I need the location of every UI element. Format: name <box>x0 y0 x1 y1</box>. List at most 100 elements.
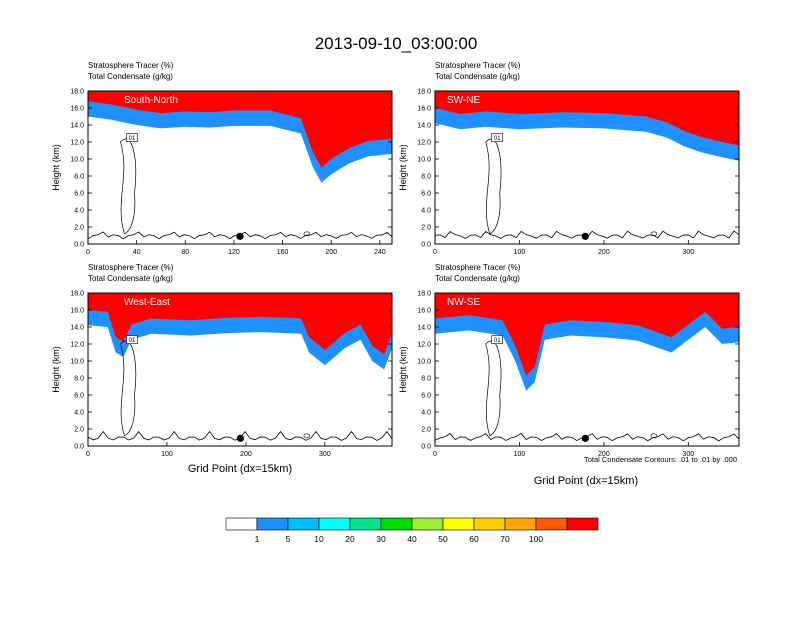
y-tick-label: 10.0 <box>70 359 84 366</box>
x-tick-label: 0 <box>433 451 437 458</box>
y-tick-label: 10.0 <box>70 157 84 164</box>
field-label-condensate: Total Condensate (g/kg) <box>435 72 520 81</box>
colorbar-label: 30 <box>376 534 386 544</box>
colorbar-label: 1 <box>255 534 260 544</box>
y-tick-label: 2.0 <box>74 427 84 434</box>
condensate-contour <box>485 340 502 437</box>
field-label-tracer: Stratosphere Tracer (%) <box>88 61 174 70</box>
tracer-band-top <box>435 293 739 376</box>
y-tick-label: 8.0 <box>74 174 84 181</box>
y-tick-label: 6.0 <box>74 393 84 400</box>
x-axis-label-left: Grid Point (dx=15km) <box>188 463 292 475</box>
panel-west-east: 01 0.0 2.0 4.0 6.0 8.0 10.0 12.0 14.0 16.0 18.0 0 10… <box>51 263 393 458</box>
y-tick-label: 12.0 <box>70 140 84 147</box>
x-tick-label: 0 <box>86 249 90 256</box>
y-tick-label: 2.0 <box>421 427 431 434</box>
colorbar-label: 40 <box>407 534 417 544</box>
field-label-tracer: Stratosphere Tracer (%) <box>88 263 174 272</box>
x-tick-label: 40 <box>133 249 141 256</box>
y-tick-label: 4.0 <box>421 410 431 417</box>
y-tick-label: 2.0 <box>74 225 84 232</box>
colorbar-label: 100 <box>529 534 543 544</box>
colorbar-swatch <box>535 517 568 531</box>
colorbar-swatch <box>318 517 351 531</box>
field-label-condensate: Total Condensate (g/kg) <box>88 274 173 283</box>
x-tick-label: 200 <box>598 249 610 256</box>
field-label-condensate: Total Condensate (g/kg) <box>435 274 520 283</box>
y-tick-label: 14.0 <box>70 123 84 130</box>
condensate-contour <box>120 340 137 437</box>
panel-title: NW-SE <box>447 297 480 308</box>
y-axis-label: Height (km) <box>398 346 408 393</box>
colorbar-swatch <box>566 517 599 531</box>
y-tick-label: 18.0 <box>417 291 431 298</box>
y-tick-label: 16.0 <box>417 308 431 315</box>
y-tick-label: 8.0 <box>74 376 84 383</box>
tracer-band-top <box>88 293 392 355</box>
x-tick-label: 160 <box>277 249 289 256</box>
contour-label-box <box>126 335 138 344</box>
y-tick-label: 12.0 <box>70 342 84 349</box>
colorbar-label: 50 <box>438 534 448 544</box>
panel-title: SW-NE <box>447 95 480 106</box>
y-tick-label: 0.0 <box>74 444 84 451</box>
colorbar-swatch <box>473 517 506 531</box>
y-tick-label: 10.0 <box>417 359 431 366</box>
colorbar-swatch <box>442 517 475 531</box>
colorbar-swatch <box>225 517 258 531</box>
plot-frame <box>434 292 740 447</box>
location-marker <box>581 434 589 442</box>
x-tick-label: 100 <box>514 249 526 256</box>
plot-frame <box>87 90 393 245</box>
x-tick-label: 300 <box>682 249 694 256</box>
x-tick-label: 300 <box>682 451 694 458</box>
y-tick-label: 18.0 <box>70 89 84 96</box>
colorbar-label: 60 <box>469 534 479 544</box>
x-tick-label: 240 <box>374 249 386 256</box>
field-label-condensate: Total Condensate (g/kg) <box>88 72 173 81</box>
x-tick-label: 100 <box>514 451 526 458</box>
y-tick-label: 8.0 <box>421 174 431 181</box>
contour-label-box <box>126 133 138 142</box>
figure-title: 2013-09-10_03:00:00 <box>315 34 478 53</box>
panel-title: West-East <box>124 297 170 308</box>
y-tick-label: 10.0 <box>417 157 431 164</box>
y-tick-label: 6.0 <box>421 393 431 400</box>
colorbar-swatch <box>287 517 320 531</box>
x-tick-label: 0 <box>86 451 90 458</box>
x-tick-label: 200 <box>598 451 610 458</box>
panel-south-north: 01 0.0 2.0 4.0 6.0 8.0 10.0 12.0 14.0 16.0 18.0 0 40… <box>51 61 393 256</box>
contour-label: 01 <box>494 136 501 142</box>
y-tick-label: 18.0 <box>70 291 84 298</box>
colorbar-swatch <box>504 517 537 531</box>
panels: 010.02.04.06.08.010.012.014.016.018.00 40… <box>51 61 740 458</box>
condensate-contour-small <box>303 433 311 439</box>
contour-note: Total Condensate Contours: .01 to .01 by… <box>584 455 737 464</box>
y-tick-label: 16.0 <box>417 106 431 113</box>
colorbar-label: 20 <box>345 534 355 544</box>
colorbar: 1 5 10 20 30 40 50 60 70 100 <box>225 517 599 544</box>
x-tick-label: 0 <box>433 249 437 256</box>
condensate-contour-small <box>303 231 311 237</box>
y-tick-label: 0.0 <box>421 242 431 249</box>
colorbar-label: 5 <box>286 534 291 544</box>
colorbar-label: 70 <box>500 534 510 544</box>
condensate-contour <box>485 138 502 235</box>
y-tick-label: 2.0 <box>421 225 431 232</box>
y-tick-label: 6.0 <box>74 191 84 198</box>
contour-label: 01 <box>129 136 136 142</box>
y-tick-label: 12.0 <box>417 140 431 147</box>
condensate-contour <box>120 138 137 235</box>
colorbar-swatch <box>256 517 289 531</box>
y-axis-label: Height (km) <box>51 346 61 393</box>
y-tick-label: 4.0 <box>74 208 84 215</box>
field-label-tracer: Stratosphere Tracer (%) <box>435 263 521 272</box>
location-marker <box>581 232 589 240</box>
colorbar-label: 10 <box>314 534 324 544</box>
y-tick-label: 4.0 <box>421 208 431 215</box>
condensate-contour-small <box>650 433 658 439</box>
contour-label-box <box>491 335 504 344</box>
colorbar-swatch <box>349 517 382 531</box>
y-tick-label: 12.0 <box>417 342 431 349</box>
